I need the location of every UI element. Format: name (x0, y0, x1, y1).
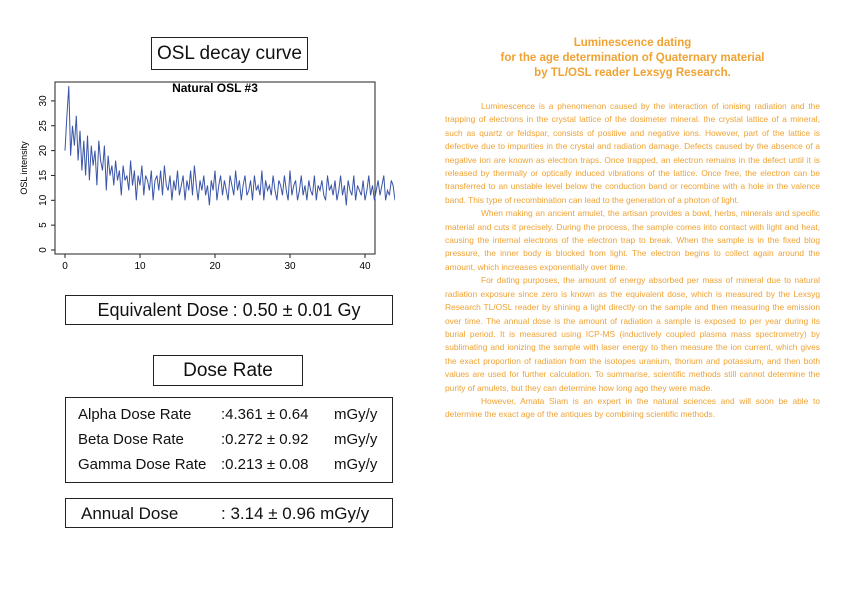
article-paragraph: Luminescence is a phenomenon caused by t… (445, 101, 820, 205)
x-tick-label: 30 (284, 261, 296, 272)
y-tick-label: 10 (38, 194, 49, 206)
y-tick-label: 25 (38, 120, 49, 132)
article-paragraph: However, Amata Siam is an expert in the … (445, 395, 820, 420)
dose-rate-title-text: Dose Rate (183, 359, 273, 381)
annual-dose-value: : 3.14 ± 0.96 mGy/y (221, 504, 370, 523)
x-tick-label: 0 (62, 261, 68, 272)
y-tick-label: 30 (38, 95, 49, 107)
equivalent-dose-value: : 0.50 ± 0.01 Gy (232, 299, 361, 320)
osl-curve-title: OSL decay curve (151, 37, 308, 70)
article-title-line: for the age determination of Quaternary … (500, 52, 765, 64)
article-title-line: Luminescence dating (573, 37, 692, 49)
gamma-dose-rate-label: Gamma Dose Rate (78, 456, 207, 473)
article: Luminescence dating for the age determin… (445, 36, 820, 422)
beta-dose-rate-label: Beta Dose Rate (78, 431, 184, 448)
article-title: Luminescence dating for the age determin… (445, 36, 820, 81)
osl-decay-chart: Natural OSL #3 OSL intensity 0 5 10 15 20 25 30 0… (19, 81, 395, 272)
beta-dose-rate-value: :0.272 ± 0.92 (221, 431, 309, 448)
alpha-dose-rate-value: :4.361 ± 0.64 (221, 406, 309, 423)
chart-title: Natural OSL #3 (172, 81, 258, 95)
beta-dose-rate-unit: mGy/y (334, 431, 378, 448)
y-tick-label: 15 (38, 169, 49, 181)
x-tick-label: 10 (134, 261, 146, 272)
alpha-dose-rate-label: Alpha Dose Rate (78, 406, 192, 423)
annual-dose-label: Annual Dose (81, 504, 179, 523)
gamma-dose-rate-value: :0.213 ± 0.08 (221, 456, 309, 473)
x-tick-label: 20 (209, 261, 221, 272)
y-tick-label: 20 (38, 145, 49, 157)
article-paragraph: For dating purposes, the amount of energ… (445, 275, 820, 393)
annual-dose-box: Annual Dose : 3.14 ± 0.96 mGy/y (65, 498, 393, 528)
equivalent-dose-box: Equivalent Dose : 0.50 ± 0.01 Gy (65, 295, 393, 325)
dose-rates-box: Alpha Dose Rate :4.361 ± 0.64 mGy/y Beta… (65, 397, 393, 483)
alpha-dose-rate-unit: mGy/y (334, 406, 378, 423)
y-tick-label: 5 (38, 222, 49, 228)
osl-curve-title-text: OSL decay curve (156, 42, 303, 64)
article-title-line: by TL/OSL reader Lexsyg Research. (534, 67, 731, 79)
dose-rate-title: Dose Rate (153, 355, 303, 386)
gamma-dose-rate-unit: mGy/y (334, 456, 378, 473)
y-tick-label: 0 (38, 247, 49, 253)
osl-series-line (64, 85, 395, 206)
article-paragraph: When making an ancient amulet, the artis… (445, 208, 820, 272)
equivalent-dose-label: Equivalent Dose (97, 299, 229, 320)
x-tick-label: 40 (359, 261, 371, 272)
y-axis-label: OSL intensity (19, 141, 29, 195)
